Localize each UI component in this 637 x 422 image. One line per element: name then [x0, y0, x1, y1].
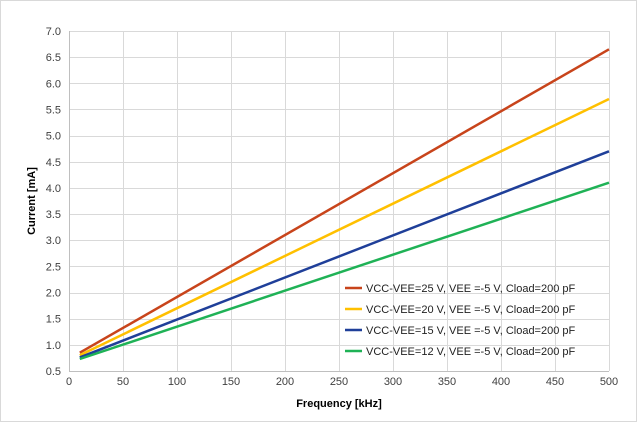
- legend: VCC-VEE=25 V, VEE =-5 V, Cload=200 pF VCC…: [345, 283, 576, 358]
- x-tick-label: 500: [600, 376, 618, 388]
- series-line-1: [79, 48, 610, 354]
- x-axis-title: Frequency [kHz]: [296, 398, 382, 410]
- series-line-3: [79, 150, 610, 359]
- legend-label-4: VCC-VEE=12 V, VEE =-5 V, Cload=200 pF: [366, 346, 576, 358]
- x-tick-label: 450: [546, 376, 564, 388]
- y-tick-label: 2.0: [46, 288, 61, 300]
- y-tick-label: 6.0: [46, 78, 61, 90]
- grid-lines: [69, 31, 610, 371]
- x-tick-label: 150: [222, 376, 240, 388]
- x-tick-label: 350: [438, 376, 456, 388]
- y-tick-label: 5.5: [46, 104, 61, 116]
- y-tick-label: 5.0: [46, 131, 61, 143]
- y-tick-label: 4.5: [46, 157, 61, 169]
- x-tick-label: 400: [492, 376, 510, 388]
- y-tick-label: 3.0: [46, 235, 61, 247]
- series-line-4: [79, 181, 610, 361]
- y-tick-label: 0.5: [46, 366, 61, 378]
- x-tick-label: 0: [66, 376, 72, 388]
- y-tick-label: 4.0: [46, 183, 61, 195]
- y-tick-label: 6.5: [46, 52, 61, 64]
- x-tick-labels: 0 50 100 150 200 250 300 350 400 450 500: [66, 376, 618, 388]
- x-tick-label: 100: [168, 376, 186, 388]
- legend-label-2: VCC-VEE=20 V, VEE =-5 V, Cload=200 pF: [366, 304, 576, 316]
- y-tick-label: 2.5: [46, 261, 61, 273]
- legend-label-1: VCC-VEE=25 V, VEE =-5 V, Cload=200 pF: [366, 283, 576, 295]
- series-line-2: [79, 97, 610, 357]
- x-tick-label: 250: [330, 376, 348, 388]
- x-tick-label: 200: [276, 376, 294, 388]
- y-tick-label: 1.0: [46, 340, 61, 352]
- y-tick-labels: 0.5 1.0 1.5 2.0 2.5 3.0 3.5 4.0 4.5 5.0 5.5 6.0 6.5 7…: [46, 26, 61, 378]
- y-tick-label: 3.5: [46, 209, 61, 221]
- x-tick-label: 50: [117, 376, 129, 388]
- x-tick-label: 300: [384, 376, 402, 388]
- axes: [69, 31, 609, 372]
- legend-label-3: VCC-VEE=15 V, VEE =-5 V, Cload=200 pF: [366, 325, 576, 337]
- y-axis-title: Current [mA]: [26, 167, 38, 235]
- series-lines: [79, 48, 610, 361]
- y-tick-label: 7.0: [46, 26, 61, 38]
- y-tick-label: 1.5: [46, 314, 61, 326]
